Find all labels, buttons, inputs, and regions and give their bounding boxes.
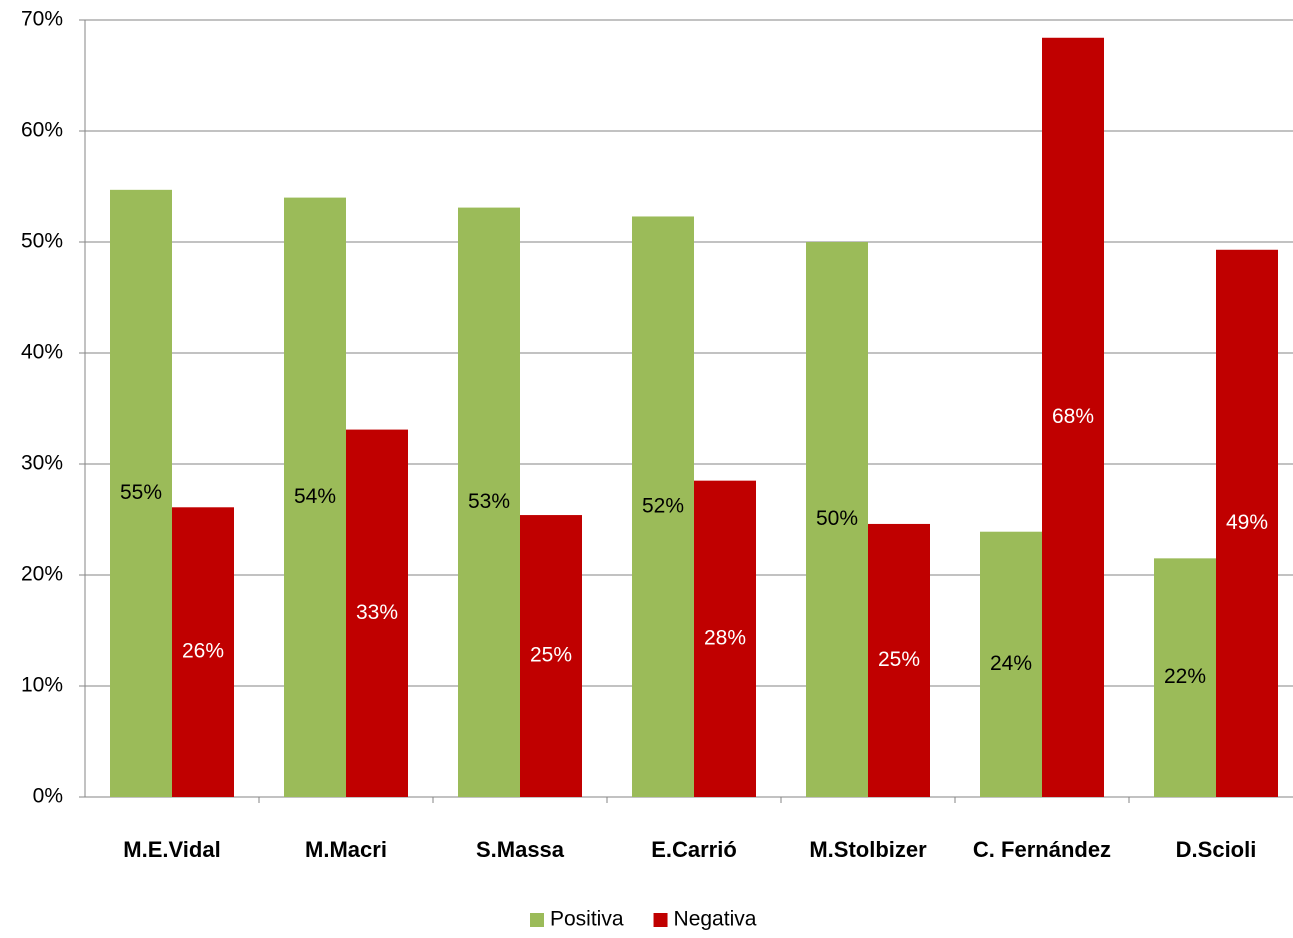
bar: [1216, 249, 1278, 797]
x-tick-label: S.Massa: [476, 837, 565, 862]
y-tick-label: 70%: [21, 8, 63, 31]
data-label: 25%: [878, 648, 920, 671]
bar: [346, 429, 408, 797]
legend-label: Positiva: [550, 908, 624, 931]
bar: [110, 189, 172, 797]
y-tick-label: 50%: [21, 230, 63, 253]
legend-swatch: [653, 913, 668, 927]
y-tick-label: 10%: [21, 674, 63, 697]
bar: [806, 242, 868, 797]
y-tick-label: 30%: [21, 452, 63, 475]
bar: [1042, 37, 1104, 797]
data-label: 55%: [120, 481, 162, 504]
data-label: 33%: [356, 601, 398, 624]
bar: [172, 507, 234, 797]
x-tick-label: C. Fernández: [973, 837, 1111, 862]
bar: [520, 515, 582, 797]
data-label: 22%: [1164, 665, 1206, 688]
legend-swatch: [530, 913, 544, 927]
bar: [868, 523, 930, 797]
bar: [1154, 558, 1216, 797]
data-label: 49%: [1226, 511, 1268, 534]
legend-label: Negativa: [674, 908, 757, 931]
y-tick-label: 20%: [21, 563, 63, 586]
bar: [980, 531, 1042, 797]
bar: [632, 216, 694, 798]
data-label: 25%: [530, 644, 572, 667]
x-tick-label: E.Carrió: [651, 837, 737, 862]
x-tick-label: M.Macri: [305, 837, 387, 862]
data-label: 26%: [182, 640, 224, 663]
bar: [694, 480, 756, 797]
data-label: 52%: [642, 494, 684, 517]
data-label: 54%: [294, 485, 336, 508]
y-tick-label: 0%: [33, 785, 63, 808]
bar: [458, 207, 520, 798]
data-label: 53%: [468, 490, 510, 513]
data-label: 68%: [1052, 405, 1094, 428]
x-tick-label: M.Stolbizer: [809, 837, 927, 862]
y-tick-label: 40%: [21, 341, 63, 364]
x-tick-label: D.Scioli: [1176, 837, 1257, 862]
bar: [284, 197, 346, 798]
x-tick-label: M.E.Vidal: [123, 837, 220, 862]
y-tick-label: 60%: [21, 119, 63, 142]
data-label: 50%: [816, 507, 858, 530]
data-label: 28%: [704, 626, 746, 649]
data-label: 24%: [990, 652, 1032, 675]
